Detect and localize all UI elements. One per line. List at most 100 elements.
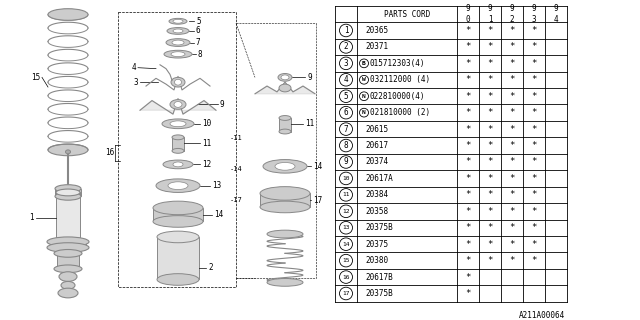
Text: 20384: 20384 [365,190,388,199]
Text: *: * [531,124,537,134]
Text: 4: 4 [344,75,348,84]
Text: 5: 5 [344,92,348,101]
Ellipse shape [171,77,185,87]
Text: *: * [487,75,493,84]
Ellipse shape [168,182,188,189]
Text: 12: 12 [202,160,211,169]
Bar [55,188,81,196]
Text: 20617A: 20617A [365,174,393,183]
Text: 5: 5 [196,17,200,26]
Text: 20375: 20375 [365,240,388,249]
Text: 6: 6 [196,27,200,36]
Bar [153,208,203,221]
Text: *: * [531,43,537,52]
Ellipse shape [169,18,187,24]
Text: 9: 9 [307,73,312,82]
Circle shape [339,221,353,234]
Text: *: * [487,108,493,117]
Text: 022810000(4): 022810000(4) [370,92,426,101]
Circle shape [339,172,353,185]
Ellipse shape [157,231,199,243]
Text: *: * [465,75,470,84]
Text: 17: 17 [342,291,349,296]
Text: *: * [531,141,537,150]
Ellipse shape [278,74,292,81]
Text: 4: 4 [131,63,136,72]
Text: A211A00064: A211A00064 [519,311,565,320]
Text: 20375B: 20375B [365,289,393,298]
Text: 2: 2 [344,43,348,52]
Circle shape [339,90,353,102]
Ellipse shape [267,278,303,286]
Text: *: * [465,26,470,35]
Text: 1: 1 [29,213,34,222]
Text: *: * [465,240,470,249]
Ellipse shape [65,150,70,154]
Text: *: * [509,108,515,117]
Text: 11: 11 [202,139,211,148]
Ellipse shape [260,187,310,200]
Text: 14: 14 [342,242,349,247]
Text: *: * [465,256,470,265]
Circle shape [339,41,353,53]
Bar [57,253,79,269]
Ellipse shape [171,52,185,57]
Ellipse shape [167,28,189,34]
Text: *: * [487,190,493,199]
Text: *: * [509,207,515,216]
Circle shape [360,59,369,68]
Text: *: * [509,75,515,84]
Text: *: * [509,124,515,134]
Ellipse shape [172,135,184,140]
Circle shape [339,205,353,218]
Ellipse shape [279,84,291,92]
Text: *: * [465,190,470,199]
Text: 9
3: 9 3 [532,4,536,24]
Text: *: * [509,92,515,101]
Polygon shape [140,99,216,114]
Text: 9
2: 9 2 [509,4,515,24]
Text: *: * [465,43,470,52]
Ellipse shape [58,288,78,298]
Text: *: * [531,223,537,232]
Bar [172,137,184,151]
Text: *: * [531,59,537,68]
Bar [157,237,199,279]
Text: *: * [487,26,493,35]
Circle shape [339,74,353,86]
Bar [118,12,236,287]
Text: *: * [509,256,515,265]
Text: *: * [487,43,493,52]
Text: *: * [465,157,470,166]
Text: *: * [487,207,493,216]
Circle shape [360,92,369,100]
Text: *: * [531,207,537,216]
Ellipse shape [156,179,200,192]
Text: *: * [509,190,515,199]
Polygon shape [255,82,315,94]
Text: 10: 10 [342,176,349,181]
Bar [260,193,310,207]
Text: *: * [509,43,515,52]
Text: *: * [531,92,537,101]
Text: 13: 13 [342,225,349,230]
Text: *: * [465,289,470,298]
Text: 20375B: 20375B [365,223,393,232]
Text: 032112000 (4): 032112000 (4) [370,75,430,84]
Circle shape [360,108,369,117]
Text: *: * [465,124,470,134]
Ellipse shape [153,216,203,227]
Text: 1: 1 [344,26,348,35]
Text: *: * [531,174,537,183]
Text: *: * [487,92,493,101]
Text: 7: 7 [344,124,348,134]
Ellipse shape [163,160,193,169]
Text: PARTS CORD: PARTS CORD [384,10,430,19]
Text: 20380: 20380 [365,256,388,265]
Text: *: * [487,256,493,265]
Text: 16: 16 [105,148,114,157]
Ellipse shape [279,129,291,134]
Ellipse shape [281,75,289,80]
Ellipse shape [47,237,89,247]
Text: B: B [362,61,366,66]
